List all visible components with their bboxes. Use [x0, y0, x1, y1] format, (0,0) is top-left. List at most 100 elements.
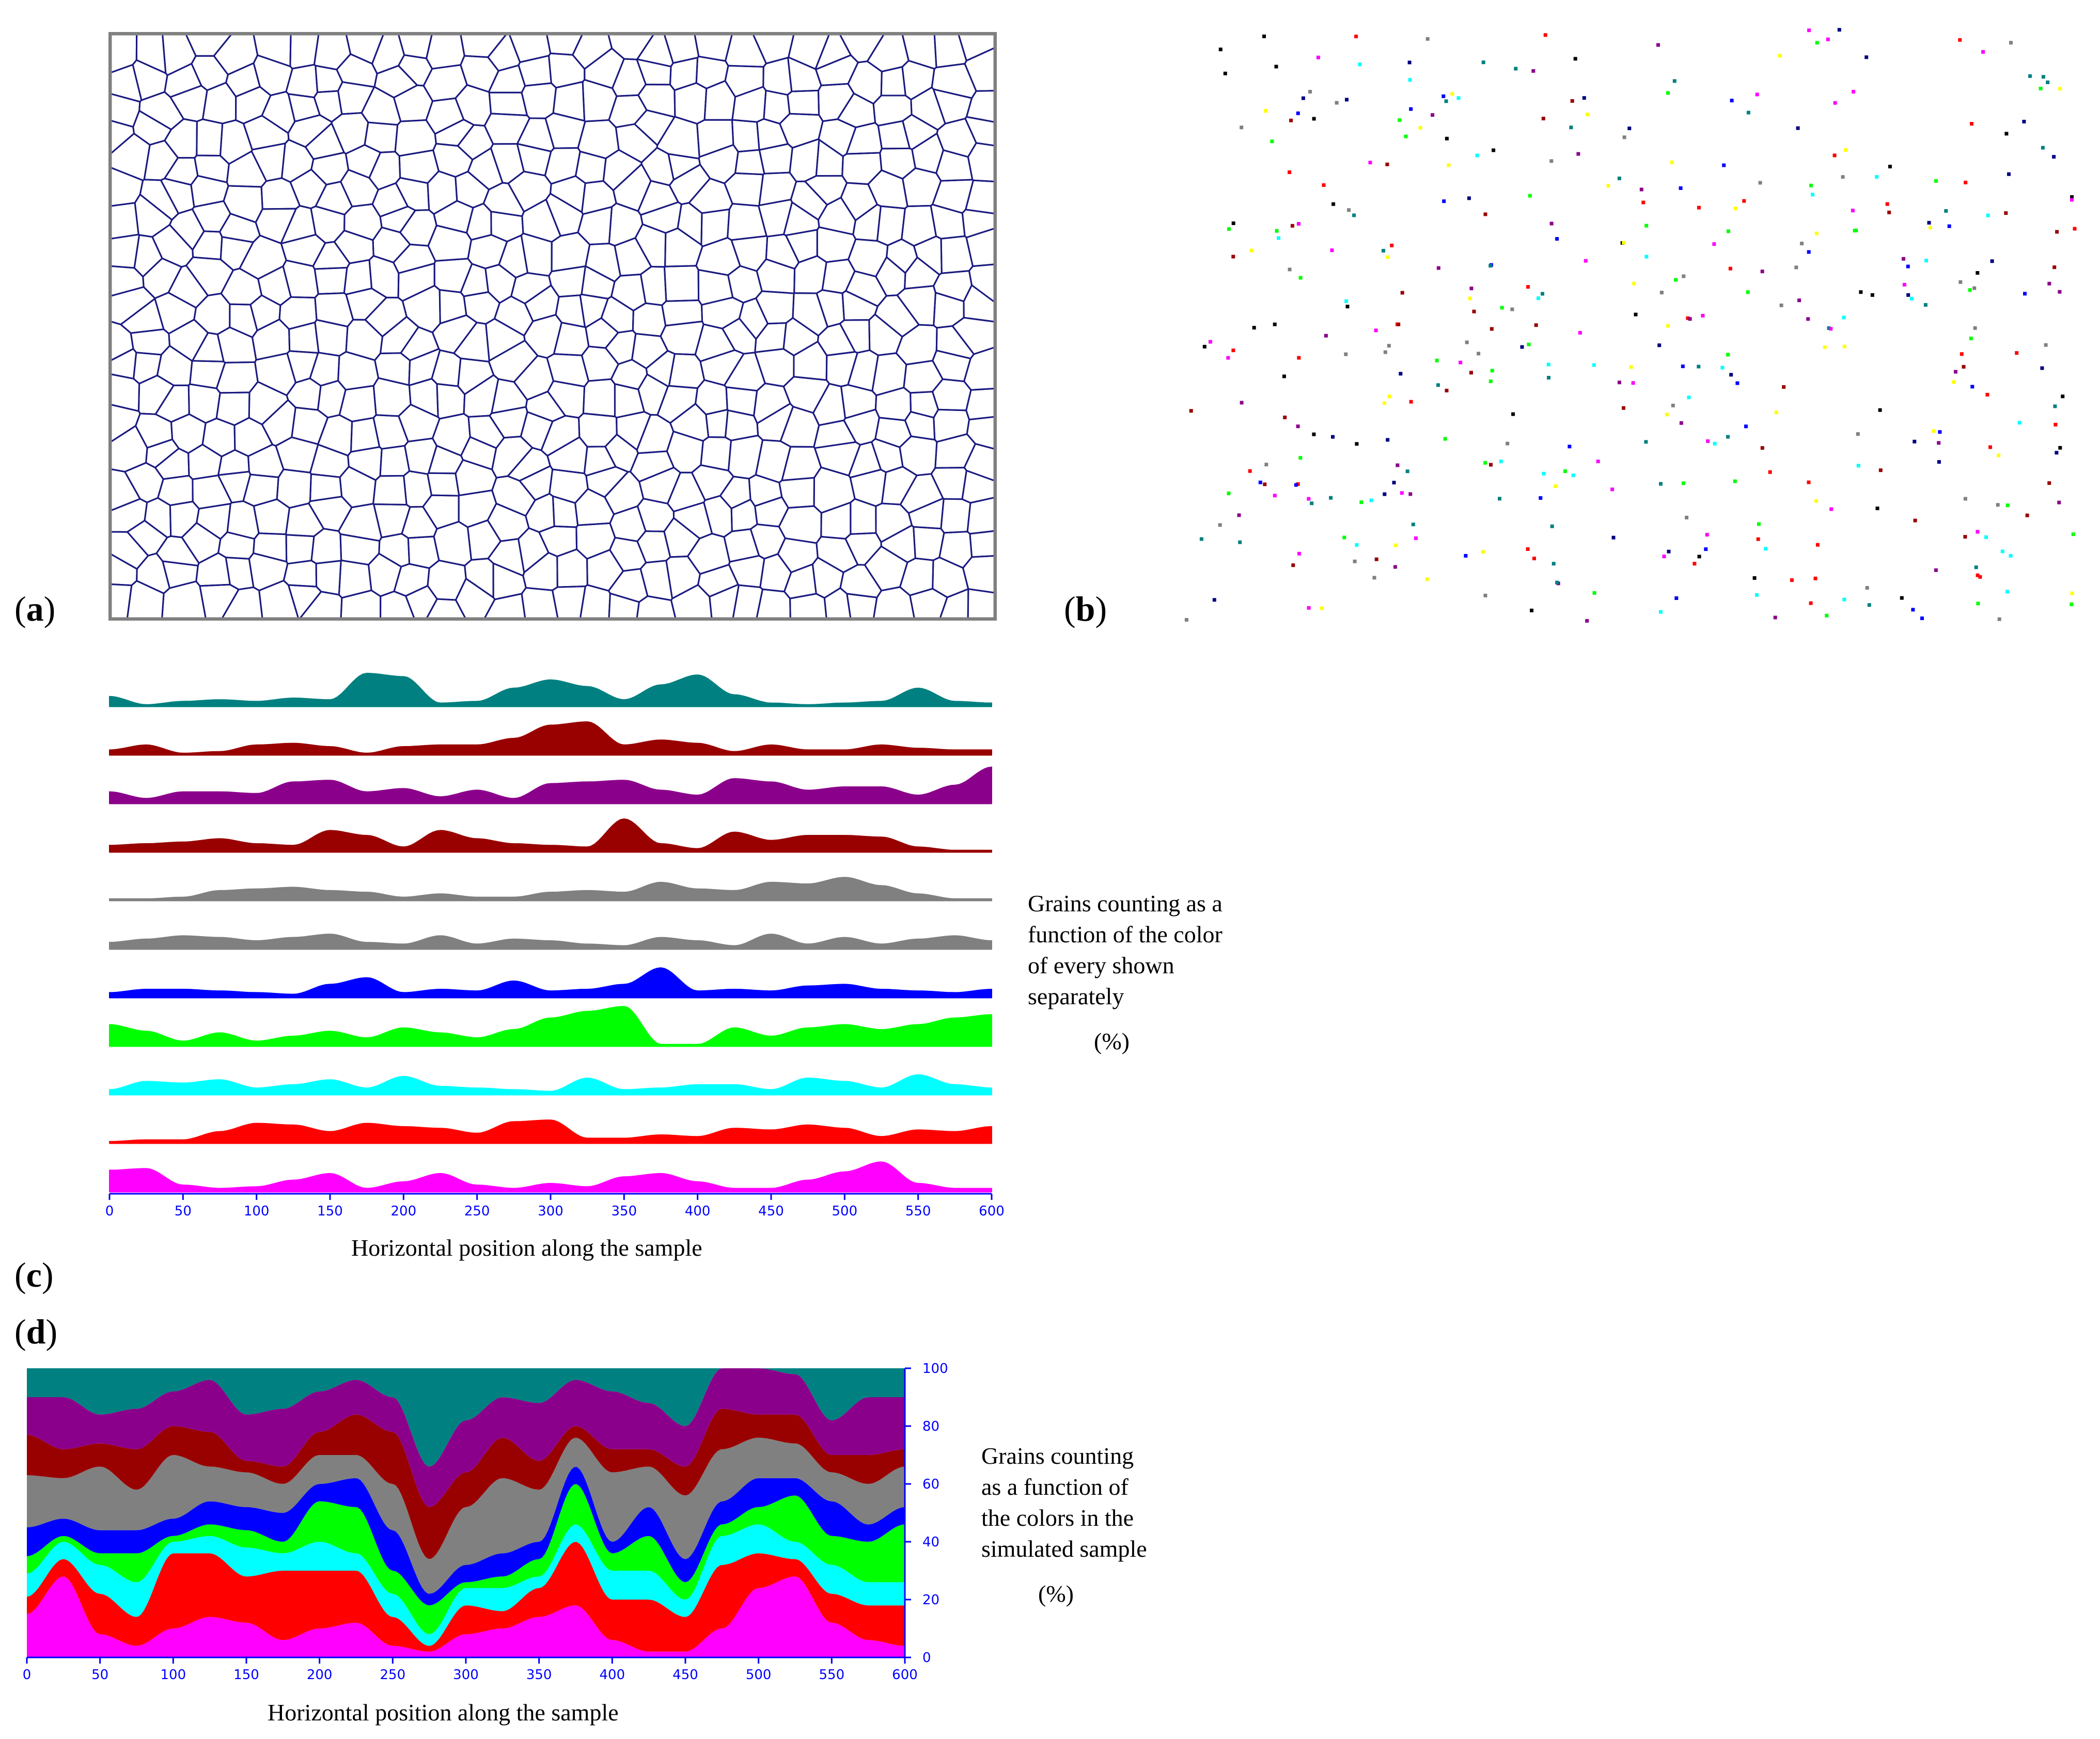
grain-dot: [1263, 482, 1267, 486]
grain-dot: [1726, 229, 1730, 233]
grain-dot: [1386, 438, 1390, 442]
grain-cell: [364, 296, 408, 338]
grain-dot: [1359, 500, 1364, 504]
grain-cell: [483, 113, 531, 145]
grain-dot: [1436, 383, 1440, 387]
grain-cell: [133, 234, 163, 278]
grain-cell: [731, 119, 760, 153]
grain-cell: [310, 205, 346, 244]
grain-cell: [839, 319, 871, 354]
grain-cell: [931, 62, 977, 99]
grain-dot: [1488, 264, 1493, 268]
grain-cell: [257, 265, 292, 307]
grain-dot: [1520, 345, 1524, 349]
grain-dot: [1592, 363, 1596, 367]
grain-dot: [1842, 315, 1846, 320]
x-tick-label: 350: [526, 1667, 552, 1683]
grain-dot: [1954, 370, 1957, 374]
grain-dot: [1960, 352, 1964, 356]
grain-dot: [1411, 523, 1415, 527]
grain-dot: [1887, 210, 1891, 214]
grain-cell: [963, 345, 997, 391]
grain-cell: [310, 151, 350, 186]
grain-cell: [933, 291, 965, 329]
grain-cell: [455, 577, 496, 621]
grain-dot: [1541, 117, 1545, 121]
grain-cell: [551, 231, 591, 273]
grain-dot: [1414, 536, 1418, 540]
grain-cell: [698, 144, 739, 184]
grain-cell: [288, 321, 320, 354]
grain-dot: [1990, 259, 1994, 263]
grain-dot: [1878, 408, 1882, 412]
grain-cell: [903, 359, 944, 394]
grain-dot: [1398, 118, 1402, 122]
grain-cell: [217, 449, 250, 476]
grain-dot: [1833, 101, 1837, 105]
grain-cell: [585, 466, 630, 498]
grain-dot: [1347, 208, 1351, 212]
grain-cell: [607, 32, 656, 60]
grain-cell: [119, 297, 165, 334]
grain-dot: [1277, 236, 1280, 240]
grain-cell: [962, 555, 997, 594]
grain-dot: [1867, 603, 1871, 607]
grain-dot: [2044, 343, 2048, 347]
grain-cell: [520, 232, 553, 277]
grain-cell: [705, 408, 729, 438]
grain-cell: [145, 438, 180, 469]
grain-cell: [930, 467, 967, 500]
grain-dot: [1541, 292, 1544, 296]
grain-dot: [1825, 613, 1829, 618]
grain-cell: [136, 552, 171, 594]
grain-cell: [457, 124, 494, 161]
grain-dot: [1659, 482, 1663, 486]
grain-cell: [507, 170, 552, 213]
grain-dot: [1768, 470, 1772, 474]
grain-dot: [1310, 501, 1314, 505]
grain-cell: [723, 172, 764, 207]
grain-cell: [108, 498, 148, 533]
grain-cell: [663, 516, 701, 558]
grain-dot: [1864, 55, 1869, 59]
grain-dot: [1573, 57, 1577, 61]
grain-dot: [1878, 468, 1883, 472]
grain-cell: [758, 198, 793, 238]
grain-dot: [1800, 242, 1804, 246]
grain-cell: [455, 84, 492, 127]
grain-dot: [1814, 231, 1819, 235]
x-tick-label: 300: [453, 1667, 479, 1683]
grain-cell: [280, 138, 315, 183]
grain-color-dots: [1184, 28, 2077, 623]
chart-c-separate-profiles: 0 50 100 150 200 250 300 350 400 450 500 550 600: [105, 672, 1005, 1219]
grain-cell: [550, 175, 586, 214]
grain-dot: [1679, 186, 1683, 190]
grain-cell: [333, 229, 374, 264]
grain-dot: [1622, 135, 1626, 139]
grain-dot: [1199, 537, 1203, 541]
grain-dot: [1408, 492, 1413, 496]
grain-dot: [1330, 248, 1334, 252]
grain-cell: [195, 552, 231, 587]
grain-cell: [488, 339, 539, 383]
grain-cell: [408, 377, 439, 419]
grain-cell: [870, 438, 904, 473]
grain-cell: [899, 435, 938, 477]
grain-cell: [525, 493, 555, 533]
grain-dot: [1355, 442, 1359, 446]
grain-cell: [331, 112, 369, 155]
grain-cell: [220, 267, 263, 306]
grain-cell: [777, 537, 819, 574]
grain-dot: [1705, 533, 1709, 537]
profile-teal-0: [109, 672, 992, 707]
grain-cell: [185, 256, 234, 297]
grain-dot: [1755, 92, 1759, 97]
grain-cell: [297, 591, 343, 621]
grain-cell: [963, 284, 997, 323]
grain-cell: [582, 378, 616, 418]
grain-dot: [1385, 162, 1389, 166]
grain-cell: [608, 592, 640, 621]
x-tick-label: 550: [819, 1667, 845, 1683]
grain-dot: [1985, 392, 1989, 397]
grain-dot: [1483, 593, 1487, 597]
